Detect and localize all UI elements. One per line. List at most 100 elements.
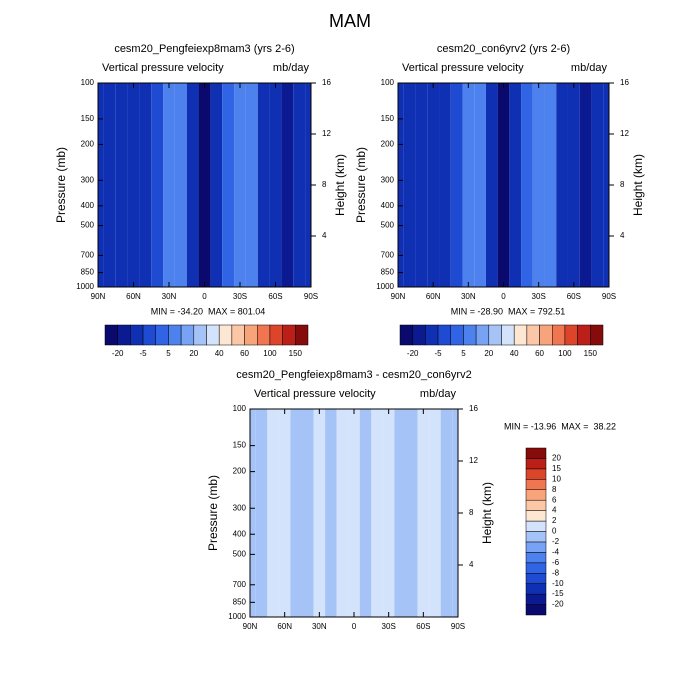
y-tick-label: 400 — [81, 201, 95, 210]
contour-strip — [257, 83, 270, 287]
x-tick-label: 30S — [382, 622, 396, 631]
y2-tick-label: 16 — [322, 78, 331, 87]
colorbar-box — [130, 324, 144, 346]
y2-tick-label: 16 — [469, 404, 478, 413]
subtitle-right: mb/day — [571, 62, 608, 74]
colorbar-box — [193, 324, 207, 346]
y-tick-label: 100 — [233, 404, 247, 413]
colorbar-label: 60 — [240, 349, 249, 358]
y-tick-label: 1000 — [376, 282, 394, 291]
contour-strip — [336, 409, 349, 617]
y2-axis-label: Height (km) — [631, 154, 645, 216]
y-tick-label: 200 — [233, 467, 247, 476]
colorbar-label: 20 — [552, 454, 561, 463]
y2-tick-label: 8 — [620, 180, 625, 189]
colorbar-label: 40 — [510, 349, 519, 358]
contour-strip — [151, 83, 164, 287]
contour-strip — [186, 83, 199, 287]
colorbar-box — [104, 324, 118, 346]
contour-strip — [532, 83, 545, 287]
contour-strip — [174, 83, 187, 287]
colorbar-label: -20 — [407, 349, 419, 358]
colorbar-label: -6 — [552, 558, 560, 567]
chart-title: cesm20_con6yrv2 (yrs 2-6) — [437, 43, 570, 55]
contour-strip — [127, 83, 140, 287]
contour-strip — [603, 83, 609, 287]
contour-strip — [115, 83, 128, 287]
contour-strip — [417, 409, 430, 617]
colorbar-box — [525, 510, 547, 522]
colorbar-label: 8 — [552, 485, 557, 494]
x-tick-label: 60N — [426, 292, 441, 301]
y-tick-label: 400 — [233, 529, 247, 538]
subtitle-right: mb/day — [420, 388, 457, 400]
colorbar-label: -15 — [552, 589, 564, 598]
subtitle-left: Vertical pressure velocity — [402, 62, 524, 74]
x-tick-label: 60N — [277, 622, 292, 631]
colorbar-label: 100 — [263, 349, 277, 358]
colorbar-label: 2 — [552, 516, 557, 525]
chart-title: cesm20_Pengfeiexp8mam3 - cesm20_con6yrv2 — [236, 369, 471, 381]
contour-strip — [234, 83, 246, 287]
contour-strip — [403, 83, 416, 287]
contour-strip — [394, 409, 406, 617]
contour-strip — [305, 83, 311, 287]
contour-strip — [382, 409, 395, 617]
colorbar-label: -20 — [112, 349, 124, 358]
colorbar-box — [475, 324, 490, 346]
colorbar-box — [117, 324, 131, 346]
contour-strip — [269, 83, 282, 287]
contour-strip — [556, 83, 568, 287]
colorbar-box — [539, 324, 553, 346]
colorbar-box — [231, 324, 245, 346]
contour-strip — [293, 83, 306, 287]
colorbar-label: -5 — [140, 349, 148, 358]
colorbar-label: -10 — [552, 579, 564, 588]
y2-tick-label: 4 — [469, 560, 474, 569]
colorbar-label: -2 — [552, 537, 560, 546]
y-tick-label: 300 — [233, 503, 247, 512]
colorbar-box — [525, 468, 547, 480]
contour-strip — [452, 409, 458, 617]
contour-strip — [462, 83, 475, 287]
colorbar-label: 60 — [535, 349, 544, 358]
stats: MIN = -13.96 MAX = 38.22 — [504, 421, 616, 431]
contour-strip — [302, 409, 314, 617]
colorbar-label: -4 — [552, 547, 560, 556]
contour-strip — [359, 409, 372, 617]
x-tick-label: 30S — [532, 292, 546, 301]
colorbar-box — [525, 447, 547, 459]
colorbar-box — [425, 324, 439, 346]
contour-strip — [429, 409, 441, 617]
y-tick-label: 500 — [233, 549, 247, 558]
colorbar-box — [525, 552, 547, 564]
stats: MIN = -34.20 MAX = 801.04 — [151, 306, 266, 316]
colorbar-box — [142, 324, 156, 346]
y-tick-label: 850 — [381, 268, 395, 277]
colorbar-box — [525, 531, 547, 543]
contour-strip — [509, 83, 522, 287]
contour-strip — [544, 83, 557, 287]
colorbar-box — [577, 324, 591, 346]
y-tick-label: 700 — [381, 251, 395, 260]
y-tick-label: 1000 — [76, 282, 94, 291]
subtitle-right: mb/day — [273, 62, 310, 74]
contour-strip — [103, 83, 116, 287]
x-tick-label: 30N — [461, 292, 476, 301]
colorbar-label: -20 — [552, 600, 564, 609]
colorbar-label: 0 — [552, 527, 557, 536]
y-tick-label: 200 — [81, 140, 95, 149]
contour-strip — [313, 409, 326, 617]
y-axis-label: Pressure (mb) — [54, 147, 68, 223]
colorbar-label: 150 — [289, 349, 303, 358]
y2-tick-label: 8 — [322, 180, 327, 189]
colorbar-box — [269, 324, 283, 346]
colorbar-box — [525, 573, 547, 584]
colorbar-box — [590, 324, 604, 346]
colorbar-box — [155, 324, 169, 346]
y2-tick-label: 12 — [620, 129, 629, 138]
y-tick-label: 850 — [81, 268, 95, 277]
stats: MIN = -28.90 MAX = 792.51 — [451, 306, 566, 316]
contour-strip — [427, 83, 440, 287]
colorbar-box — [488, 324, 502, 346]
